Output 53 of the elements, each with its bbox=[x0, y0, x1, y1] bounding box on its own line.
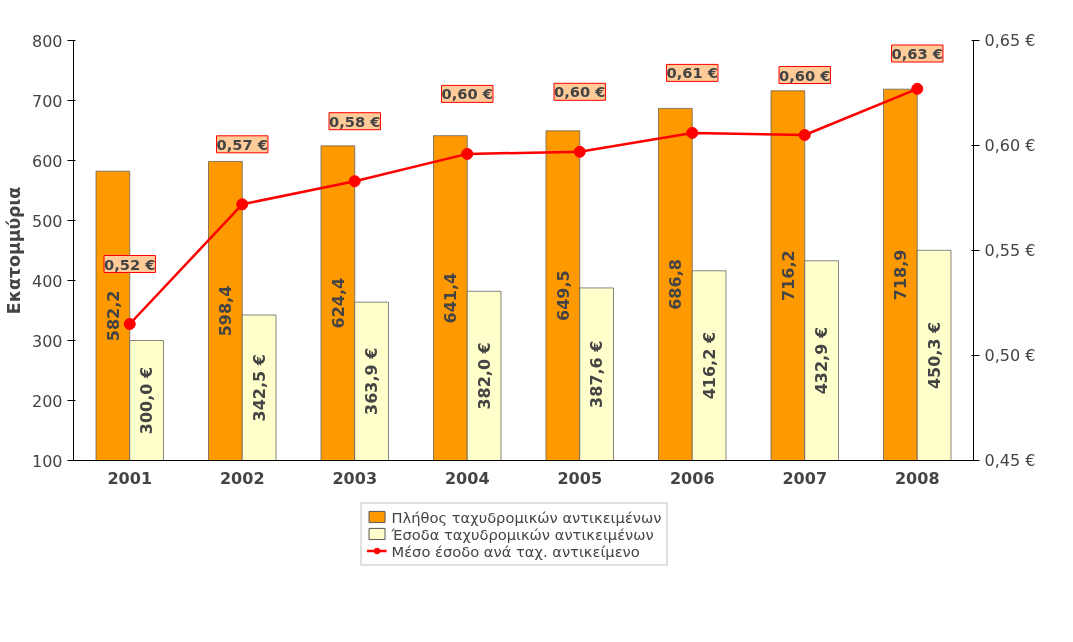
y2-tick-label: 0,55 € bbox=[984, 241, 1036, 260]
y-tick-label: 200 bbox=[31, 391, 63, 411]
y-tick-label: 400 bbox=[31, 271, 63, 291]
data-label: 300,0 € bbox=[137, 366, 157, 435]
data-label: 387,6 € bbox=[587, 340, 607, 408]
x-tick-label: 2008 bbox=[894, 468, 940, 488]
data-label: 342,5 € bbox=[249, 354, 269, 422]
data-label: 649,5 bbox=[553, 270, 573, 321]
x-tick-label: 2007 bbox=[782, 468, 828, 488]
data-label: 382,0 € bbox=[474, 342, 494, 410]
y2-tick-label: 0,50 € bbox=[984, 346, 1036, 365]
point bbox=[573, 145, 586, 158]
point bbox=[348, 175, 361, 188]
y-tick-label: 100 bbox=[31, 451, 63, 471]
data-label: 450,3 € bbox=[924, 321, 944, 390]
data-label: 0,57 € bbox=[216, 135, 268, 153]
y2-tick-label: 0,65 € bbox=[984, 31, 1036, 50]
y-tick-label: 300 bbox=[31, 331, 63, 351]
data-label: 416,2 € bbox=[699, 331, 719, 400]
x-tick-label: 2001 bbox=[107, 468, 153, 488]
point bbox=[461, 147, 474, 160]
legend-label: Έσοδα ταχυδρομικών αντικειμένων bbox=[391, 525, 654, 542]
data-label: 582,2 bbox=[103, 290, 123, 342]
y-tick-label: 500 bbox=[31, 211, 63, 231]
x-tick-label: 2004 bbox=[444, 468, 490, 488]
data-label: 363,9 € bbox=[362, 347, 382, 415]
y-tick-label: 600 bbox=[31, 151, 63, 171]
data-label: 0,60 € bbox=[441, 85, 493, 103]
data-label: 686,8 bbox=[666, 259, 686, 310]
point bbox=[236, 198, 249, 211]
y2-tick-label: 0,60 € bbox=[984, 136, 1036, 155]
data-label: 598,4 bbox=[216, 285, 236, 337]
legend-label: Πλήθος ταχυδρομικών αντικειμένων bbox=[391, 508, 662, 525]
data-label: 432,9 € bbox=[812, 326, 832, 395]
y-axis-title: Εκατομμύρια bbox=[3, 186, 24, 315]
point bbox=[798, 129, 811, 141]
data-label: 718,9 bbox=[891, 249, 911, 301]
y2-tick-label: 0,45 € bbox=[984, 451, 1036, 470]
x-tick-label: 2005 bbox=[557, 468, 603, 488]
legend-label: Μέσο έσοδο ανά ταχ. αντικείμενο bbox=[391, 542, 640, 559]
data-label: 0,63 € bbox=[891, 45, 943, 62]
y-tick-label: 800 bbox=[31, 31, 63, 51]
data-label: 641,4 bbox=[441, 272, 461, 324]
data-label: 716,2 bbox=[778, 250, 798, 301]
data-label: 0,61 € bbox=[666, 64, 718, 82]
data-label: 624,4 bbox=[328, 277, 348, 329]
x-tick-label: 2003 bbox=[332, 468, 378, 488]
y-tick-label: 700 bbox=[31, 91, 63, 111]
point bbox=[911, 82, 924, 95]
x-tick-label: 2002 bbox=[219, 468, 265, 488]
x-tick-label: 2006 bbox=[669, 468, 715, 488]
point bbox=[123, 318, 136, 330]
point bbox=[686, 126, 699, 139]
